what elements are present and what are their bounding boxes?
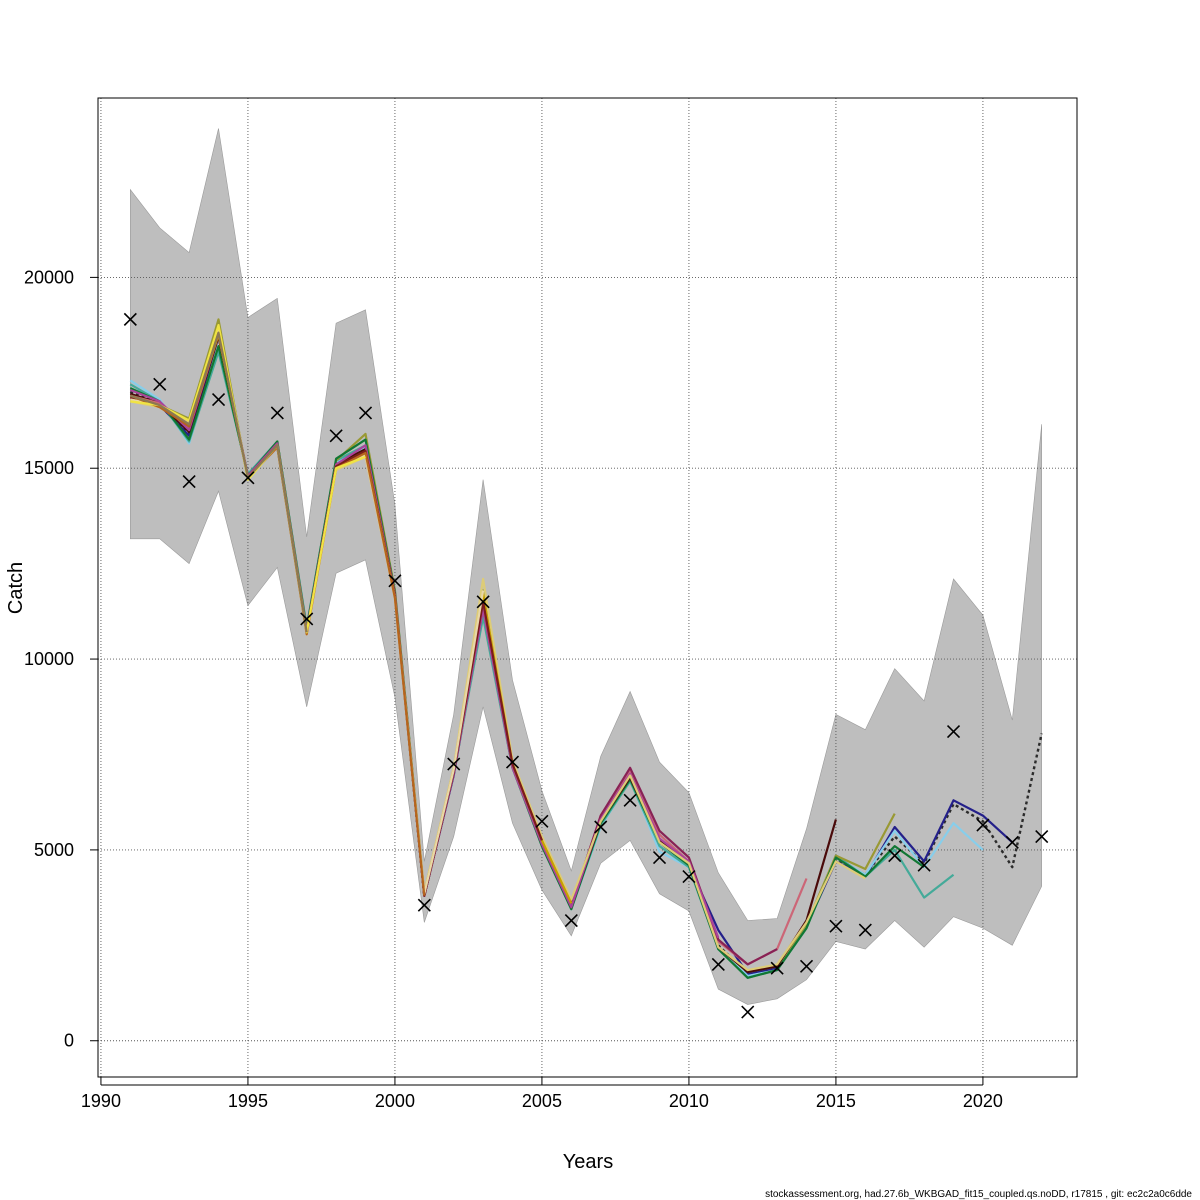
observed-catch-point bbox=[594, 820, 608, 834]
x-axis-title: Years bbox=[563, 1151, 613, 1173]
series-line-17 bbox=[129, 331, 308, 633]
x-tick-label: 1995 bbox=[228, 1091, 268, 1111]
x-tick-label: 1990 bbox=[81, 1091, 121, 1111]
observed-catch-point bbox=[858, 923, 872, 937]
y-tick-label: 10000 bbox=[24, 649, 74, 669]
y-tick-label: 0 bbox=[64, 1031, 74, 1051]
y-tick-label: 15000 bbox=[24, 458, 74, 478]
axes-layer: 1990 1995 2000 2005 2010 2015 2020 0 5000 10000 15… bbox=[24, 267, 1003, 1111]
observed-catch-point bbox=[182, 475, 196, 489]
observed-catch-point bbox=[1005, 835, 1019, 849]
x-tick-label: 2000 bbox=[375, 1091, 415, 1111]
y-tick-label: 5000 bbox=[34, 840, 74, 860]
observed-catch-point bbox=[153, 377, 167, 391]
observed-catch-point bbox=[652, 850, 667, 865]
observed-catch-point bbox=[476, 595, 490, 609]
observed-catch-point bbox=[976, 818, 990, 832]
observed-catch-point bbox=[329, 429, 343, 443]
observed-catch-point bbox=[535, 814, 549, 828]
observed-catch-point bbox=[388, 574, 402, 588]
observed-catch-point bbox=[358, 406, 373, 420]
plot-frame bbox=[97, 97, 1078, 1078]
observed-catch-point bbox=[211, 392, 226, 407]
observed-catch-point bbox=[1035, 829, 1049, 844]
observed-catch-point bbox=[241, 471, 255, 485]
observed-catch-point bbox=[829, 919, 843, 933]
observed-catch-point bbox=[447, 757, 461, 771]
observed-catch-point bbox=[300, 612, 314, 626]
observed-catch-point bbox=[505, 755, 520, 769]
observed-catch-point bbox=[946, 725, 961, 739]
observed-catch-point bbox=[564, 913, 578, 928]
observed-markers-layer bbox=[123, 312, 1049, 1019]
x-tick-label: 2020 bbox=[963, 1091, 1003, 1111]
observed-catch-point bbox=[799, 959, 814, 973]
y-axis-title: Catch bbox=[5, 562, 27, 614]
observed-catch-point bbox=[711, 957, 725, 971]
observed-catch-point bbox=[123, 312, 137, 326]
observed-catch-point bbox=[741, 1005, 755, 1019]
confidence-band bbox=[130, 128, 1042, 1005]
y-tick-label: 20000 bbox=[24, 267, 74, 287]
observed-catch-point bbox=[770, 961, 784, 975]
confidence-band-layer bbox=[130, 128, 1042, 1005]
observed-catch-point bbox=[682, 870, 696, 884]
x-tick-label: 2015 bbox=[816, 1091, 856, 1111]
x-tick-label: 2010 bbox=[669, 1091, 709, 1111]
footer-text: stockassessment.org, had.27.6b_WKBGAD_fi… bbox=[765, 1189, 1192, 1200]
observed-catch-point bbox=[623, 793, 637, 807]
observed-catch-point bbox=[270, 406, 284, 420]
x-tick-label: 2005 bbox=[522, 1091, 562, 1111]
observed-catch-point bbox=[417, 898, 431, 912]
observed-catch-point bbox=[888, 849, 902, 863]
observed-catch-point bbox=[917, 858, 931, 872]
